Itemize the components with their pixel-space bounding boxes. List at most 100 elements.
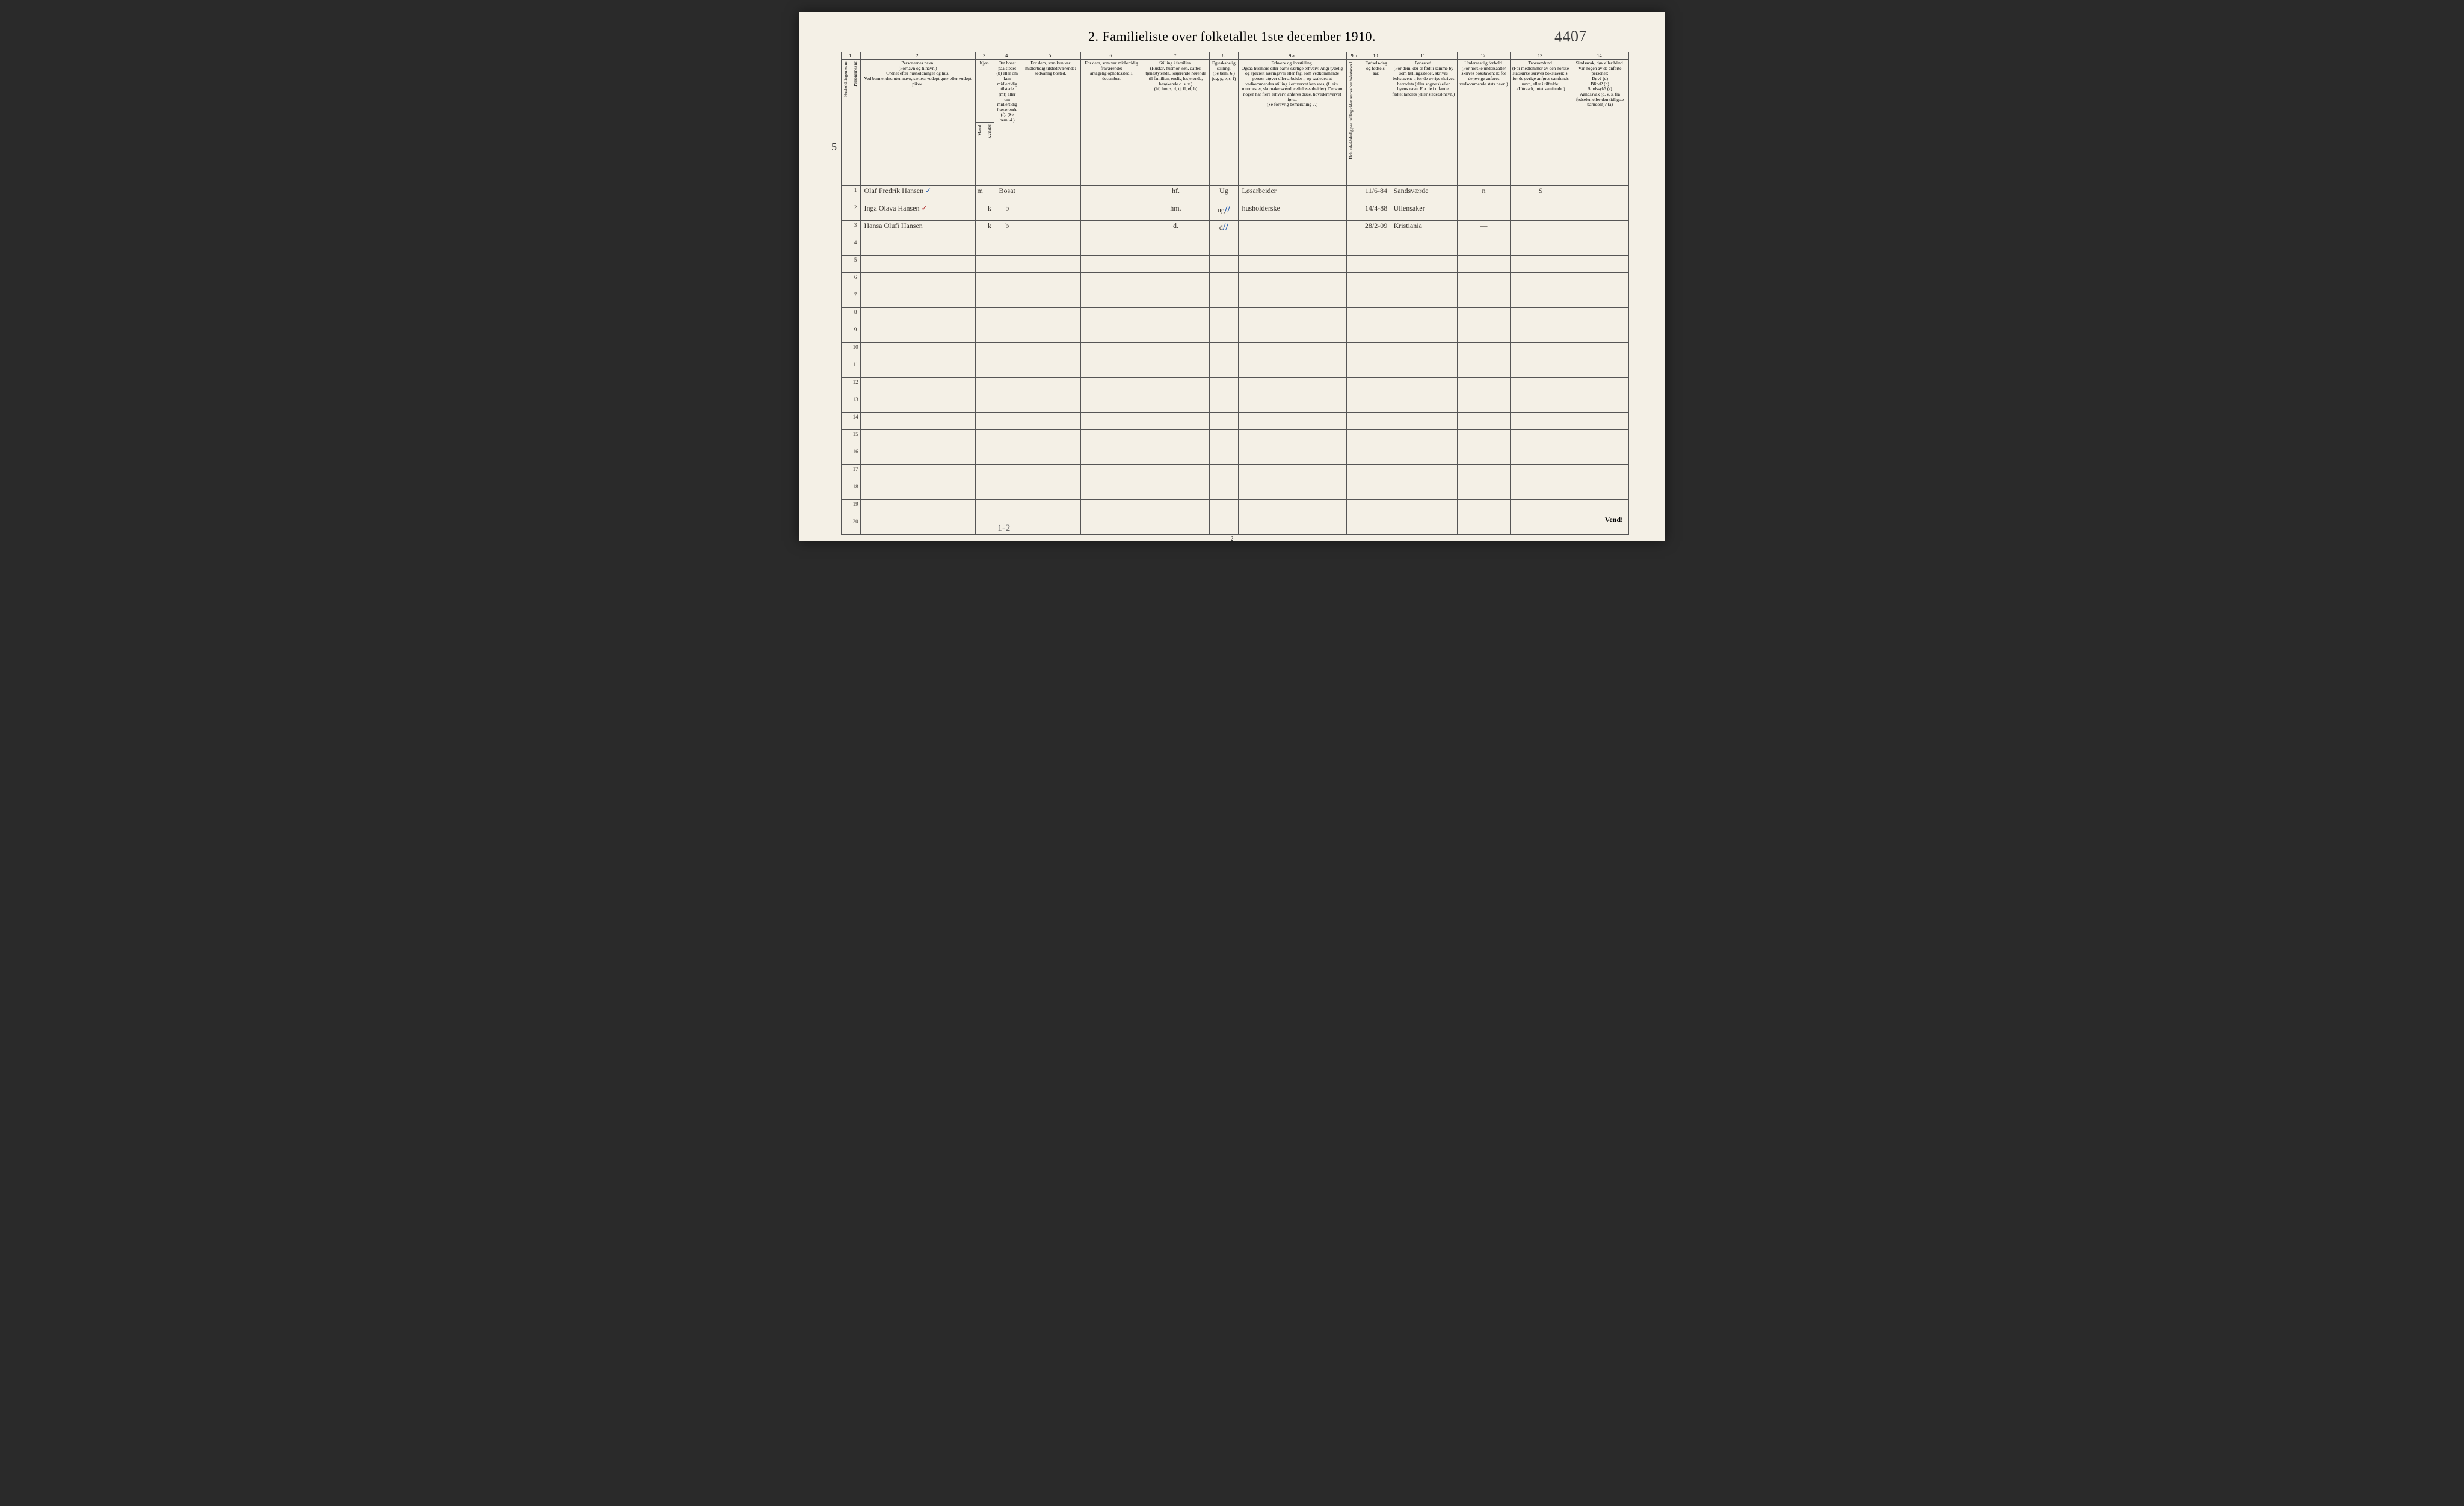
cell-disability [1571, 221, 1629, 238]
cell-empty [1081, 465, 1142, 482]
cell-empty [1510, 378, 1571, 395]
cell-marital: Ug [1210, 186, 1238, 203]
cell-empty [842, 238, 851, 256]
cell-empty [1142, 447, 1210, 465]
cell-empty [975, 256, 985, 273]
cell-empty [994, 378, 1020, 395]
colnum-12: 12. [1458, 52, 1511, 60]
cell-empty [1363, 343, 1390, 360]
cell-empty [1571, 325, 1629, 343]
cell-empty [1210, 447, 1238, 465]
cell-empty [1363, 517, 1390, 535]
cell-name: Inga Olava Hansen ✓ [860, 203, 975, 221]
cell-disability [1571, 186, 1629, 203]
blue-scribble-icon: // [1223, 222, 1228, 232]
hdr-nationality: Undersaatlig forhold. (For norske unders… [1458, 60, 1511, 186]
cell-nationality: — [1458, 203, 1511, 221]
page-number: 2 [799, 536, 1665, 542]
cell-empty [1238, 308, 1346, 325]
cell-empty [1571, 395, 1629, 413]
cell-empty [1390, 360, 1458, 378]
cell-empty [1458, 238, 1511, 256]
cell-empty [1510, 447, 1571, 465]
cell-empty [1571, 256, 1629, 273]
cell-empty [975, 482, 985, 500]
colnum-9b: 9 b. [1346, 52, 1363, 60]
cell-empty [1510, 238, 1571, 256]
table-row: 4 [842, 238, 1629, 256]
cell-empty [1346, 238, 1363, 256]
cell-empty [860, 325, 975, 343]
cell-empty [1020, 465, 1081, 482]
cell-empty [1390, 500, 1458, 517]
cell-empty [1458, 256, 1511, 273]
cell-empty [1363, 308, 1390, 325]
cell-empty [994, 343, 1020, 360]
cell-empty [1020, 360, 1081, 378]
cell-empty [1458, 430, 1511, 447]
cell-empty [1081, 447, 1142, 465]
cell-empty [860, 360, 975, 378]
cell-residence: b [994, 221, 1020, 238]
cell-empty [1081, 482, 1142, 500]
cell-empty [1020, 273, 1081, 290]
cell-empty [975, 273, 985, 290]
cell-empty [1346, 395, 1363, 413]
cell-empty: 4 [851, 238, 860, 256]
cell-temp-present [1020, 203, 1081, 221]
cell-empty [1142, 238, 1210, 256]
cell-empty [985, 395, 994, 413]
cell-empty [860, 447, 975, 465]
cell-empty [1081, 430, 1142, 447]
cell-empty [1510, 517, 1571, 535]
cell-empty [842, 465, 851, 482]
cell-empty [1081, 343, 1142, 360]
cell-empty [1210, 290, 1238, 308]
cell-empty [842, 325, 851, 343]
cell-empty [1571, 500, 1629, 517]
hdr-birthplace: Fødested. (For dem, der er født i samme … [1390, 60, 1458, 186]
hdr-birth: Fødsels-dag og fødsels-aar. [1363, 60, 1390, 186]
cell-empty [1346, 517, 1363, 535]
table-row: 3Hansa Olufi Hansenkbd.d//28/2-09Kristia… [842, 221, 1629, 238]
column-number-row: 1. 2. 3. 4. 5. 6. 7. 8. 9 a. 9 b. 10. 11… [842, 52, 1629, 60]
cell-empty [994, 395, 1020, 413]
cell-empty [1142, 413, 1210, 430]
handwritten-form-number: 4407 [1554, 27, 1587, 46]
table-row: 5 [842, 256, 1629, 273]
cell-empty [975, 343, 985, 360]
cell-empty: 18 [851, 482, 860, 500]
cell-empty [1238, 378, 1346, 395]
colnum-4: 4. [994, 52, 1020, 60]
cell-name: Olaf Fredrik Hansen ✓ [860, 186, 975, 203]
table-row: 16 [842, 447, 1629, 465]
cell-sex-m [975, 221, 985, 238]
cell-family-pos: d. [1142, 221, 1210, 238]
cell-empty [842, 290, 851, 308]
cell-household [842, 186, 851, 203]
cell-empty [842, 482, 851, 500]
cell-empty [985, 378, 994, 395]
colnum-3: 3. [975, 52, 994, 60]
cell-empty [994, 413, 1020, 430]
cell-empty [1346, 430, 1363, 447]
cell-empty [1363, 413, 1390, 430]
cell-empty [994, 325, 1020, 343]
cell-empty [1346, 378, 1363, 395]
cell-empty [1142, 465, 1210, 482]
cell-empty [1238, 360, 1346, 378]
cell-empty [1458, 413, 1511, 430]
cell-empty [860, 378, 975, 395]
table-row: 12 [842, 378, 1629, 395]
cell-marital: d// [1210, 221, 1238, 238]
cell-empty [1458, 395, 1511, 413]
cell-empty [1510, 500, 1571, 517]
cell-birthplace: Kristiania [1390, 221, 1458, 238]
cell-empty [1142, 290, 1210, 308]
cell-empty [1571, 290, 1629, 308]
cell-empty [1390, 378, 1458, 395]
cell-empty [985, 465, 994, 482]
cell-empty [1390, 413, 1458, 430]
table-container: 1. 2. 3. 4. 5. 6. 7. 8. 9 a. 9 b. 10. 11… [841, 52, 1629, 535]
cell-empty [1571, 343, 1629, 360]
